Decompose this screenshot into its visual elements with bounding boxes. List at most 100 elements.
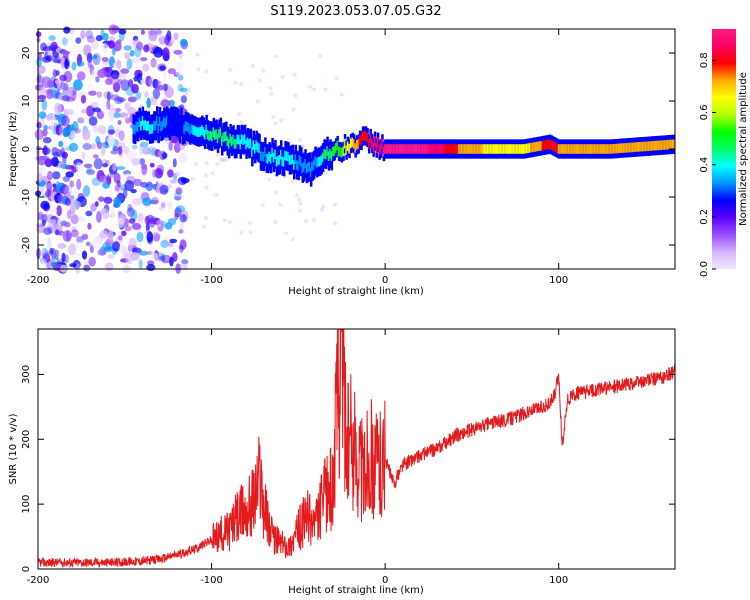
ridge-core [418,144,422,154]
noise-blob [47,237,52,249]
noise-blob [278,202,283,207]
noise-blob [140,181,149,188]
noise-blob [140,79,145,84]
ridge-core [495,144,498,154]
ridge-core [147,120,150,131]
ridge-core [544,140,548,150]
noise-blob [90,143,96,150]
ridge-core [314,156,317,166]
noise-blob [135,91,142,100]
ridge-core [360,135,363,146]
noise-blob [222,218,227,223]
ridge-core [206,129,210,140]
noise-blob [274,190,278,195]
noise-blob [36,57,42,68]
ridge-core [259,151,263,161]
noise-blob [204,69,209,74]
noise-blob [179,213,187,223]
ridge-core [392,144,396,154]
ridge-core [572,144,575,154]
ridge-core [327,151,331,161]
noise-blob [215,152,220,157]
ridge-core [298,154,302,165]
ridge-core [468,144,471,154]
ridge-core [364,131,368,141]
noise-blob [124,180,135,192]
ridge-core [469,144,472,154]
noise-blob [68,243,76,256]
ridge-core [621,143,624,153]
x-tick-label: 100 [549,575,568,586]
noise-blob [64,222,71,228]
noise-blob [59,74,67,82]
noise-blob [42,251,52,257]
ridge-core [485,144,488,154]
noise-blob [261,68,266,73]
ridge-core [560,144,564,154]
ridge-core [290,155,293,165]
y-tick-label: 0 [21,146,32,152]
ridge-core [659,140,662,151]
ridge-core [389,144,393,154]
noise-blob [144,91,149,98]
ridge-core [330,151,334,161]
ridge-core [342,146,345,157]
noise-blob [151,54,156,63]
ridge-core [385,144,389,154]
noise-blob [83,163,93,168]
ridge-core [242,135,245,145]
noise-blob [96,141,103,150]
noise-blob [151,183,157,189]
ridge-core [586,144,590,154]
ridge-core [598,144,601,154]
ridge-core [450,144,454,154]
noise-blob [127,79,134,88]
noise-blob [78,230,89,235]
ridge-core [165,116,169,126]
noise-blob [51,252,58,262]
ridge-core [430,144,433,154]
ridge-core [358,135,362,145]
noise-blob [70,130,76,139]
noise-blob [133,151,140,157]
ridge-core [226,136,229,146]
noise-blob [117,230,122,242]
ridge-core [268,151,271,162]
ridge-core [615,143,619,154]
x-tick-label: -200 [27,275,50,286]
ridge-core [447,144,451,154]
ridge-core [262,151,266,162]
x-tick-label: 100 [549,275,568,286]
ridge-core [305,164,309,174]
ridge-core [466,144,470,154]
noise-blob [103,246,114,253]
ridge-core [397,144,400,154]
ridge-core [157,124,160,134]
ridge-core [457,144,461,154]
ridge-core [245,139,248,150]
noise-blob [154,27,165,38]
noise-blob [250,63,255,68]
ridge-core [492,144,496,154]
noise-blob [62,176,70,182]
noise-blob [98,125,107,135]
noise-blob [96,211,102,223]
noise-blob [279,118,284,123]
noise-blob [124,52,131,60]
ridge-core [599,144,603,154]
ridge-core [426,144,429,154]
noise-blob [118,130,125,142]
ridge-core [150,124,153,134]
ridge-core [527,143,530,153]
ridge-core [202,127,205,137]
noise-blob [156,219,164,226]
noise-blob [108,230,114,241]
ridge-core [637,142,640,152]
ridge-core [321,152,325,163]
ridge-core [199,126,203,137]
noise-blob [52,69,58,78]
noise-blob [81,151,86,161]
ridge-core [167,118,170,129]
noise-blob [60,163,70,170]
noise-blob [37,95,47,100]
